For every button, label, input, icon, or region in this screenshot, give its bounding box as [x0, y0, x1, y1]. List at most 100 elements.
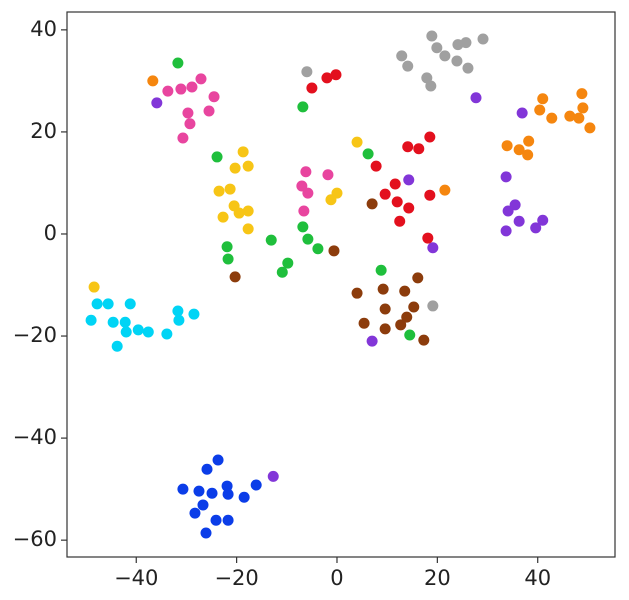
point	[282, 257, 294, 269]
point	[237, 146, 249, 158]
point	[102, 298, 114, 310]
point	[301, 66, 313, 78]
point	[221, 480, 233, 492]
point	[188, 308, 200, 320]
point	[203, 105, 215, 117]
point	[124, 298, 136, 310]
point	[477, 33, 489, 45]
point	[211, 151, 223, 163]
point	[427, 300, 439, 312]
point	[302, 187, 314, 199]
point	[513, 144, 525, 156]
point	[412, 272, 424, 284]
point	[366, 335, 378, 347]
point	[516, 107, 528, 119]
point	[184, 118, 196, 130]
point	[224, 183, 236, 195]
point	[358, 317, 370, 329]
point	[564, 110, 576, 122]
point	[389, 178, 401, 190]
point	[439, 184, 451, 196]
point	[379, 303, 391, 315]
point	[242, 223, 254, 235]
point	[500, 225, 512, 237]
point	[421, 72, 433, 84]
point	[222, 488, 234, 500]
point	[534, 104, 546, 116]
point	[451, 55, 463, 67]
point	[577, 102, 589, 114]
point	[88, 281, 100, 293]
point	[424, 131, 436, 143]
point	[322, 169, 334, 181]
point	[189, 507, 201, 519]
x-tick-label: −40	[114, 566, 158, 590]
point	[439, 50, 451, 62]
point	[162, 85, 174, 97]
point	[175, 83, 187, 95]
point	[297, 221, 309, 233]
point	[325, 194, 337, 206]
point	[206, 487, 218, 499]
point	[537, 214, 549, 226]
point	[312, 243, 324, 255]
point	[403, 174, 415, 186]
point	[513, 215, 525, 227]
x-tick-label: 40	[524, 566, 551, 590]
point	[132, 324, 144, 336]
point	[302, 233, 314, 245]
y-tick-label: −60	[13, 527, 57, 551]
point	[177, 132, 189, 144]
point	[470, 92, 482, 104]
point	[584, 122, 596, 134]
point	[267, 470, 279, 482]
point	[229, 162, 241, 174]
point	[523, 135, 535, 147]
point	[379, 188, 391, 200]
point	[197, 499, 209, 511]
point	[298, 205, 310, 217]
point	[217, 211, 229, 223]
point	[399, 285, 411, 297]
point	[242, 160, 254, 172]
point	[418, 334, 430, 346]
point	[151, 97, 163, 109]
point	[402, 60, 414, 72]
y-tick-label: −40	[13, 425, 57, 449]
point	[200, 527, 212, 539]
point	[509, 199, 521, 211]
point	[351, 287, 363, 299]
point	[201, 463, 213, 475]
y-tick-label: −20	[13, 323, 57, 347]
point	[425, 80, 437, 92]
y-tick-label: 40	[30, 17, 57, 41]
plot-frame	[66, 11, 616, 558]
point	[396, 50, 408, 62]
point	[229, 271, 241, 283]
point	[330, 69, 342, 81]
point	[402, 141, 414, 153]
point	[522, 149, 534, 161]
point	[366, 198, 378, 210]
point	[210, 514, 222, 526]
point	[500, 171, 512, 183]
point	[377, 283, 389, 295]
point	[395, 319, 407, 331]
point	[379, 323, 391, 335]
point	[242, 205, 254, 217]
point	[119, 316, 131, 328]
point	[250, 479, 262, 491]
y-tick-label: 20	[30, 119, 57, 143]
point	[413, 143, 425, 155]
point	[177, 483, 189, 495]
point	[460, 37, 472, 49]
point	[120, 326, 132, 338]
point	[147, 75, 159, 87]
x-tick-label: −20	[214, 566, 258, 590]
y-tick-label: 0	[44, 221, 57, 245]
point	[501, 140, 513, 152]
point	[208, 91, 220, 103]
point	[394, 215, 406, 227]
